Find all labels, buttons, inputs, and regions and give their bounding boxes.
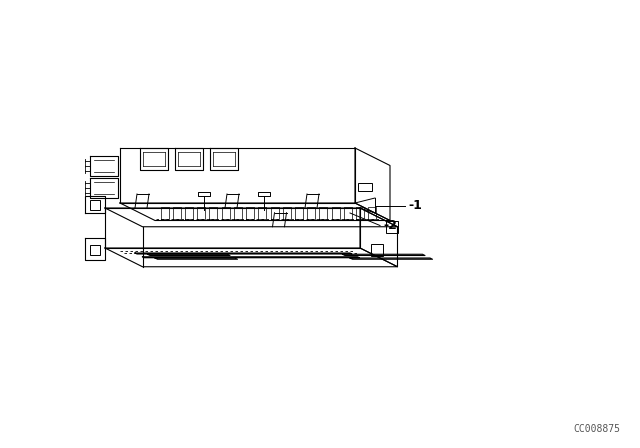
- Text: -1: -1: [408, 199, 422, 212]
- Bar: [371, 244, 383, 256]
- Bar: [90, 199, 100, 210]
- Bar: [358, 183, 372, 191]
- Text: -2: -2: [383, 219, 397, 232]
- Bar: [90, 245, 100, 254]
- Bar: [387, 221, 398, 233]
- Text: CC008875: CC008875: [573, 424, 620, 434]
